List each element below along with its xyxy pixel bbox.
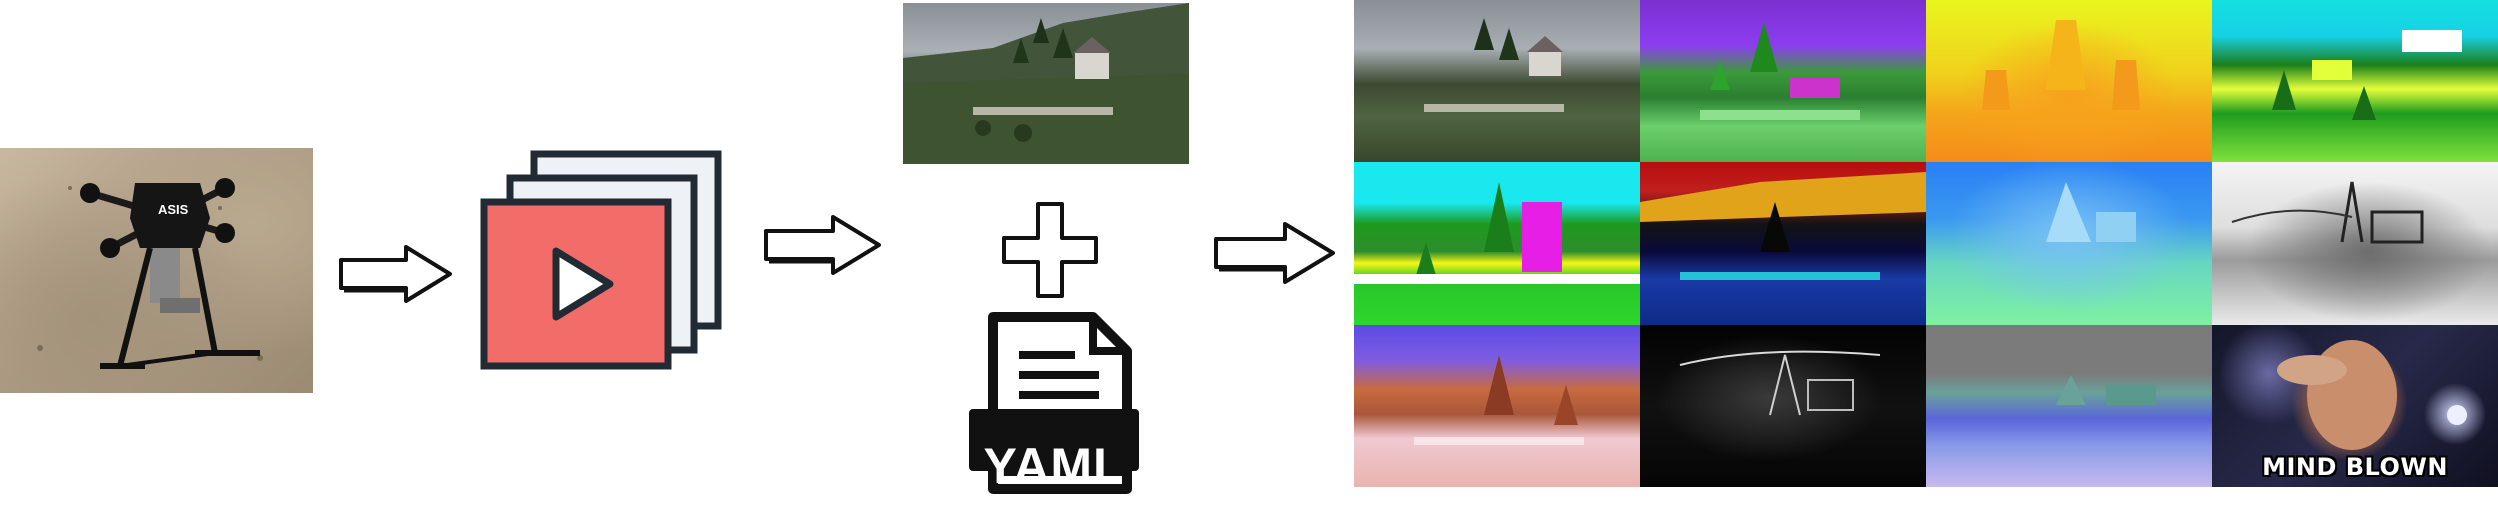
tile-sobel-edges: [1640, 324, 1926, 487]
drone-photo: ASIS: [0, 148, 313, 393]
tile-rgb: [1354, 0, 1640, 163]
output-grid: MIND BLOWN: [1354, 0, 2498, 487]
meme-caption: MIND BLOWN: [2262, 452, 2448, 481]
tile-depth: [1926, 0, 2212, 163]
arrow-right-icon: [764, 215, 881, 275]
tile-meme: MIND BLOWN: [2212, 324, 2498, 487]
tile-instance-segmentation: [1640, 162, 1926, 325]
yaml-file-icon: YAML: [963, 311, 1145, 495]
tile-surface-normals: [1926, 162, 2212, 325]
tile-surface-normals-2: [1926, 324, 2212, 487]
tile-semantic-segmentation-3: [1354, 162, 1640, 325]
arrow-right-icon: [339, 245, 452, 303]
arrow-right-icon: [1214, 222, 1335, 284]
frame-scene: [903, 3, 1189, 164]
video-frame-image: [903, 3, 1189, 164]
tile-semantic-segmentation-1: [1640, 0, 1926, 163]
yaml-label: YAML: [983, 438, 1125, 494]
plus-icon: [1002, 202, 1098, 298]
drone-illustration: ASIS: [37, 178, 263, 369]
tile-semantic-segmentation-2: [2212, 0, 2498, 163]
tile-colorized-variant: [1354, 324, 1640, 487]
tile-grayscale-edges: [2212, 162, 2498, 325]
video-frames-icon: [480, 150, 722, 370]
drone-brand-label: ASIS: [158, 202, 189, 217]
